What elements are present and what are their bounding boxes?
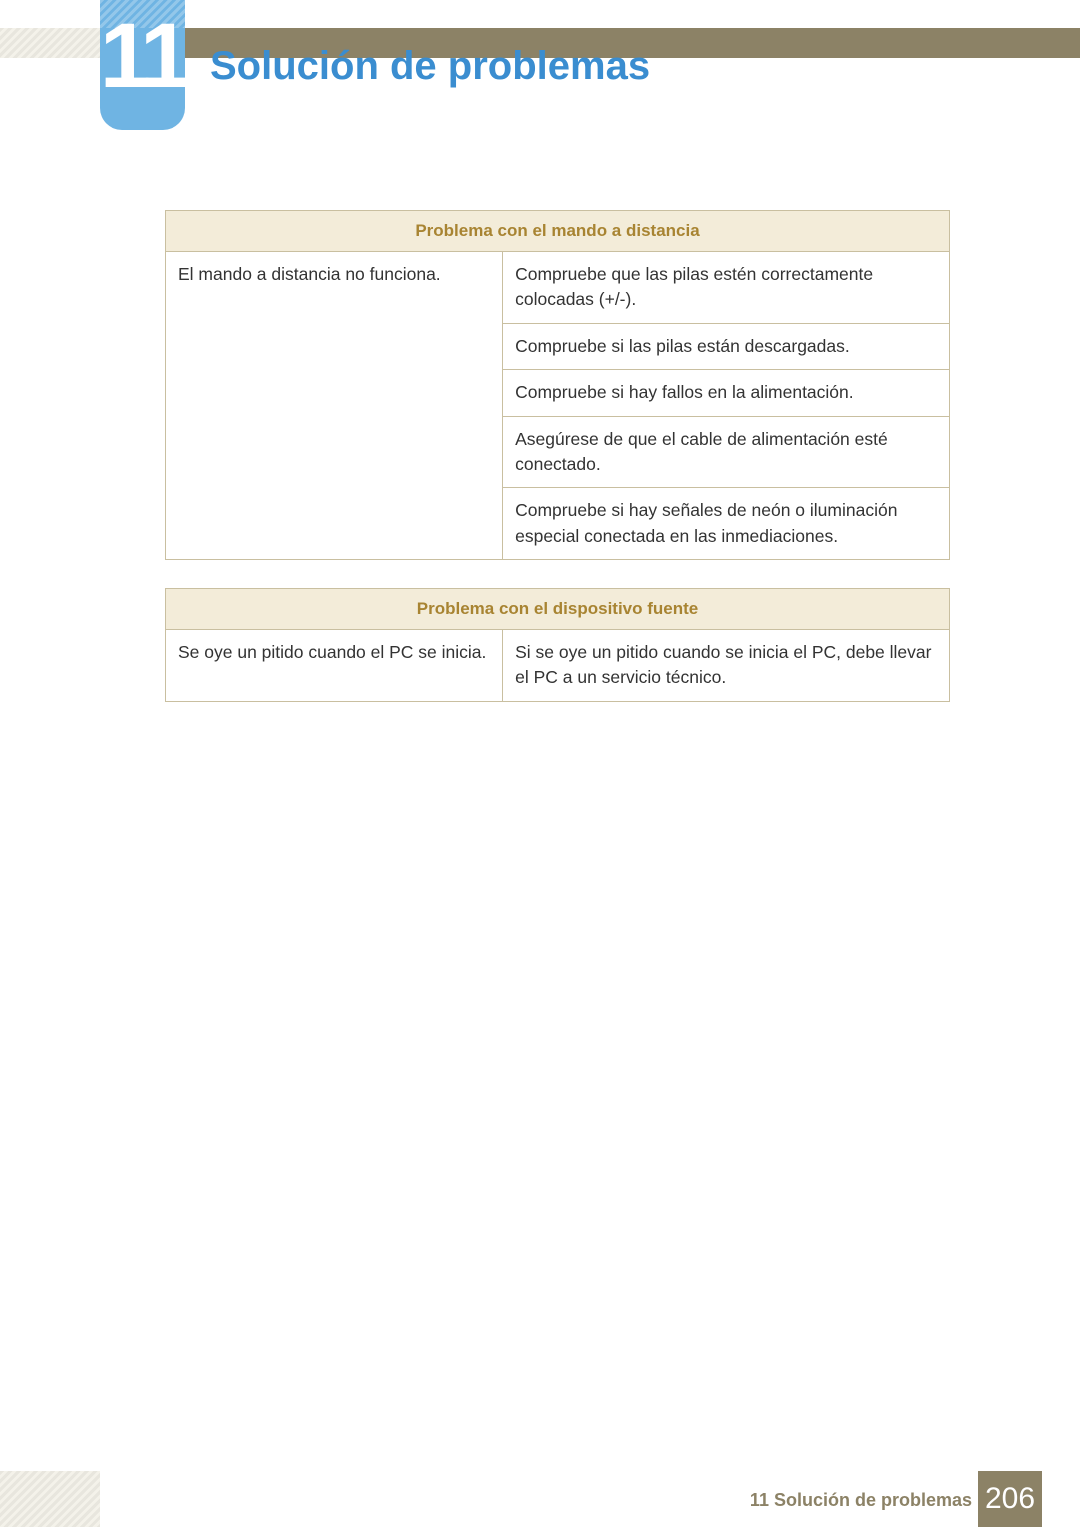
content-area: Problema con el mando a distancia El man… bbox=[165, 210, 950, 730]
table-row: El mando a distancia no funciona. Compru… bbox=[166, 252, 950, 324]
table-row: Se oye un pitido cuando el PC se inicia.… bbox=[166, 630, 950, 702]
solution-cell: Compruebe si las pilas están descargadas… bbox=[503, 323, 950, 369]
footer-label: 11 Solución de problemas bbox=[750, 1490, 972, 1511]
problem-cell: El mando a distancia no funciona. bbox=[166, 252, 503, 560]
chapter-badge-hatch bbox=[100, 0, 185, 28]
header-band-hatch bbox=[0, 28, 100, 58]
footer: 11 Solución de problemas 206 bbox=[0, 1471, 1080, 1527]
table-header-row: Problema con el mando a distancia bbox=[166, 211, 950, 252]
footer-page-number: 206 bbox=[978, 1471, 1042, 1527]
troubleshoot-table-source: Problema con el dispositivo fuente Se oy… bbox=[165, 588, 950, 702]
solution-cell: Compruebe si hay señales de neón o ilumi… bbox=[503, 488, 950, 560]
page-title: Solución de problemas bbox=[210, 44, 650, 89]
solution-cell: Compruebe que las pilas estén correctame… bbox=[503, 252, 950, 324]
troubleshoot-table-remote: Problema con el mando a distancia El man… bbox=[165, 210, 950, 560]
table-header-row: Problema con el dispositivo fuente bbox=[166, 589, 950, 630]
solution-cell: Si se oye un pitido cuando se inicia el … bbox=[503, 630, 950, 702]
solution-cell: Compruebe si hay fallos en la alimentaci… bbox=[503, 370, 950, 416]
problem-cell: Se oye un pitido cuando el PC se inicia. bbox=[166, 630, 503, 702]
footer-hatch bbox=[0, 1471, 100, 1527]
solution-cell: Asegúrese de que el cable de alimentació… bbox=[503, 416, 950, 488]
table-header: Problema con el dispositivo fuente bbox=[166, 589, 950, 630]
table-header: Problema con el mando a distancia bbox=[166, 211, 950, 252]
